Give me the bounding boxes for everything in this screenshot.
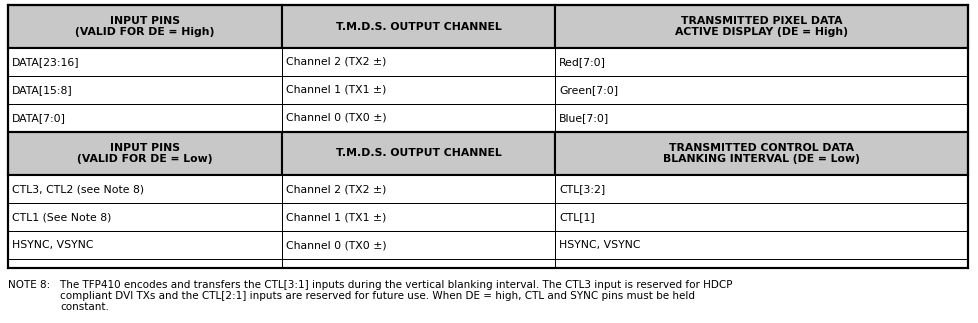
Text: Green[7:0]: Green[7:0] <box>558 85 618 95</box>
Bar <box>555 48 967 76</box>
Bar <box>282 132 555 175</box>
Bar <box>282 203 555 231</box>
Text: Channel 0 (TX0 ±): Channel 0 (TX0 ±) <box>286 240 386 250</box>
Bar <box>282 76 555 104</box>
Text: TRANSMITTED CONTROL DATA
BLANKING INTERVAL (DE = Low): TRANSMITTED CONTROL DATA BLANKING INTERV… <box>662 143 859 164</box>
Text: Red[7:0]: Red[7:0] <box>558 57 605 67</box>
Text: CTL[1]: CTL[1] <box>558 212 595 222</box>
Bar <box>8 175 282 203</box>
Text: Channel 2 (TX2 ±): Channel 2 (TX2 ±) <box>286 57 385 67</box>
Bar <box>8 48 282 76</box>
Text: Channel 2 (TX2 ±): Channel 2 (TX2 ±) <box>286 184 385 194</box>
Text: CTL1 (See Note 8): CTL1 (See Note 8) <box>12 212 111 222</box>
Text: T.M.D.S. OUTPUT CHANNEL: T.M.D.S. OUTPUT CHANNEL <box>335 22 501 32</box>
Bar <box>8 76 282 104</box>
Text: CTL[3:2]: CTL[3:2] <box>558 184 604 194</box>
Text: INPUT PINS
(VALID FOR DE = Low): INPUT PINS (VALID FOR DE = Low) <box>77 143 212 164</box>
Text: HSYNC, VSYNC: HSYNC, VSYNC <box>12 240 94 250</box>
Bar <box>555 5 967 48</box>
Bar <box>8 203 282 231</box>
Bar <box>8 5 282 48</box>
Text: CTL3, CTL2 (see Note 8): CTL3, CTL2 (see Note 8) <box>12 184 144 194</box>
Text: Blue[7:0]: Blue[7:0] <box>558 113 609 123</box>
Text: DATA[23:16]: DATA[23:16] <box>12 57 79 67</box>
Bar <box>555 76 967 104</box>
Text: HSYNC, VSYNC: HSYNC, VSYNC <box>558 240 640 250</box>
Bar <box>282 175 555 203</box>
Text: constant.: constant. <box>60 302 109 312</box>
Bar <box>8 5 967 268</box>
Text: Channel 1 (TX1 ±): Channel 1 (TX1 ±) <box>286 212 385 222</box>
Bar <box>555 132 967 175</box>
Bar <box>555 203 967 231</box>
Text: DATA[15:8]: DATA[15:8] <box>12 85 72 95</box>
Text: Channel 1 (TX1 ±): Channel 1 (TX1 ±) <box>286 85 385 95</box>
Bar <box>282 48 555 76</box>
Text: compliant DVI TXs and the CTL[2:1] inputs are reserved for future use. When DE =: compliant DVI TXs and the CTL[2:1] input… <box>60 291 694 301</box>
Bar <box>282 231 555 259</box>
Text: TRANSMITTED PIXEL DATA
ACTIVE DISPLAY (DE = High): TRANSMITTED PIXEL DATA ACTIVE DISPLAY (D… <box>675 16 847 37</box>
Bar <box>8 104 282 132</box>
Text: NOTE 8:   The TFP410 encodes and transfers the CTL[3:1] inputs during the vertic: NOTE 8: The TFP410 encodes and transfers… <box>8 280 732 290</box>
Text: T.M.D.S. OUTPUT CHANNEL: T.M.D.S. OUTPUT CHANNEL <box>335 149 501 159</box>
Bar <box>282 104 555 132</box>
Text: DATA[7:0]: DATA[7:0] <box>12 113 66 123</box>
Bar <box>555 175 967 203</box>
Bar <box>555 104 967 132</box>
Text: INPUT PINS
(VALID FOR DE = High): INPUT PINS (VALID FOR DE = High) <box>75 16 214 37</box>
Bar <box>8 231 282 259</box>
Bar <box>555 231 967 259</box>
Bar <box>8 132 282 175</box>
Bar <box>282 5 555 48</box>
Text: Channel 0 (TX0 ±): Channel 0 (TX0 ±) <box>286 113 386 123</box>
